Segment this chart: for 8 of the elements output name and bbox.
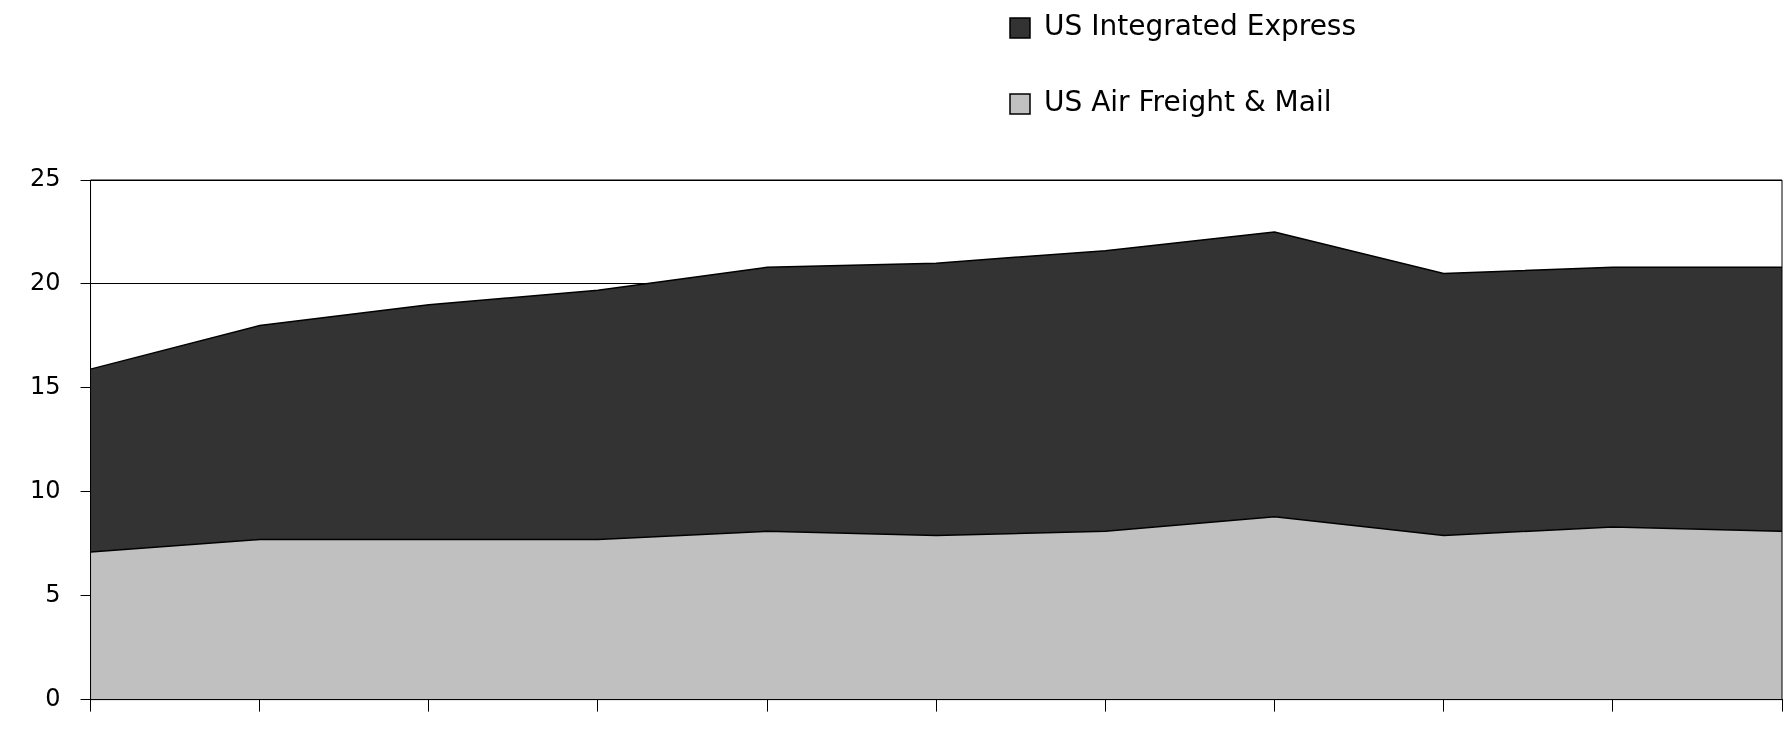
y-tick-label: 0 <box>45 683 61 712</box>
legend-label: US Integrated Express <box>1044 9 1357 43</box>
y-tick-label: 5 <box>45 579 61 608</box>
y-tick-label: 20 <box>29 268 61 297</box>
y-tick-label: 15 <box>29 372 61 401</box>
y-tick-label: 25 <box>29 164 61 193</box>
legend-label: US Air Freight & Mail <box>1044 85 1332 119</box>
y-tick-label: 10 <box>29 475 61 504</box>
